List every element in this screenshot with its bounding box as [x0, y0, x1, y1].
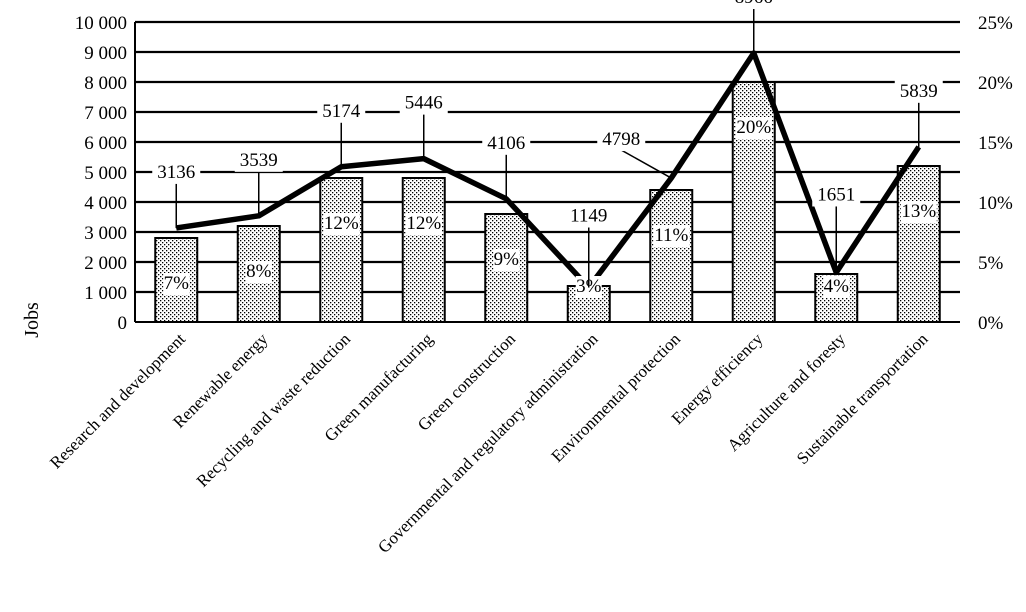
- y-axis-title: Jobs: [21, 302, 43, 338]
- pct-label-bg: [245, 261, 272, 283]
- value-label-bg: [317, 98, 366, 123]
- pct-label-bg: [493, 249, 520, 271]
- value-label-bg: [894, 78, 943, 103]
- bar: [896, 165, 941, 323]
- bar-pct-label: 20%: [736, 117, 771, 138]
- line-value-label: 5839: [900, 81, 938, 102]
- y-tick-label: 8 000: [84, 73, 127, 94]
- y2-tick-label: 5%: [978, 253, 1004, 274]
- y-tick-label: 2 000: [84, 253, 127, 274]
- y-tick-label: 6 000: [84, 133, 127, 154]
- y-tick-label: 4 000: [84, 193, 127, 214]
- pct-label-bg: [823, 276, 850, 298]
- bar: [319, 177, 364, 323]
- pct-label-bg: [900, 201, 937, 223]
- y2-tick-label: 10%: [978, 193, 1013, 214]
- line-value-label: 1149: [570, 206, 607, 227]
- line-value-label: 5174: [322, 101, 361, 122]
- y2-tick-label: 0%: [978, 313, 1004, 334]
- bar-pct-label: 9%: [494, 249, 520, 270]
- line-value-label: 5446: [405, 93, 443, 114]
- line-value-label: 4106: [487, 133, 525, 154]
- pct-label-bg: [323, 213, 360, 235]
- pct-label-bg: [405, 213, 442, 235]
- line-series: [175, 50, 922, 291]
- y2-tick-label: 15%: [978, 133, 1013, 154]
- category-label: Research and development: [46, 329, 189, 472]
- y-tick-label: 0: [118, 313, 128, 334]
- y2-tick-label: 20%: [978, 73, 1013, 94]
- pct-label-bg: [735, 117, 772, 139]
- pct-label-bg: [163, 273, 190, 295]
- category-label: Recycling and waste reduction: [193, 329, 355, 491]
- leader-line: [620, 149, 672, 179]
- value-label-bg: [729, 0, 778, 10]
- bar-pct-label: 8%: [246, 261, 272, 282]
- y-tick-label: 9 000: [84, 43, 127, 64]
- line-value-label: 1651: [817, 184, 855, 205]
- jobs-line: [175, 50, 922, 291]
- y-tick-label: 5 000: [84, 163, 127, 184]
- bar-pct-label: 12%: [324, 213, 359, 234]
- bar: [649, 189, 694, 323]
- bar-pct-label: 13%: [901, 201, 936, 222]
- line-value-label: 3136: [157, 162, 195, 183]
- value-label-bg: [399, 90, 448, 115]
- bar-pct-label: 12%: [406, 213, 441, 234]
- bar-pct-label: 11%: [654, 225, 688, 246]
- y-tick-label: 7 000: [84, 103, 127, 124]
- y2-tick-label: 25%: [978, 13, 1013, 34]
- y-tick-label: 10 000: [75, 13, 127, 34]
- bar-pct-label: 4%: [824, 276, 850, 297]
- bar-pct-label: 7%: [164, 273, 190, 294]
- line-value-label: 4798: [602, 129, 640, 150]
- value-label-bg: [234, 147, 283, 172]
- pct-label-bg: [653, 225, 690, 247]
- value-label-bg: [597, 127, 646, 152]
- value-label-bg: [812, 182, 861, 207]
- line-value-label: 8966: [735, 0, 773, 8]
- value-label-bg: [152, 159, 201, 184]
- bar: [401, 177, 446, 323]
- value-label-bg: [482, 130, 531, 155]
- value-label-bg: [564, 203, 613, 228]
- y-tick-label: 3 000: [84, 223, 127, 244]
- line-value-label: 3539: [240, 150, 278, 171]
- y-tick-label: 1 000: [84, 283, 127, 304]
